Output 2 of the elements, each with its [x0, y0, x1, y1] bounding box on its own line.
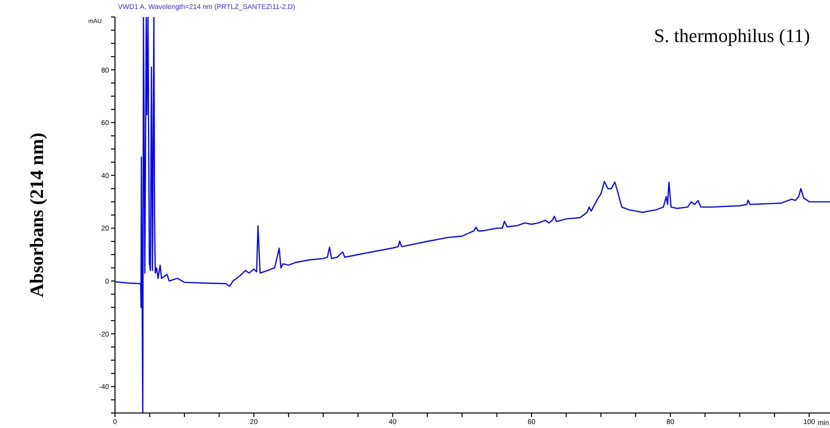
text: S. thermophilus (11)	[654, 26, 810, 47]
y-axis-title: Absorbans (214 nm)	[27, 132, 48, 298]
